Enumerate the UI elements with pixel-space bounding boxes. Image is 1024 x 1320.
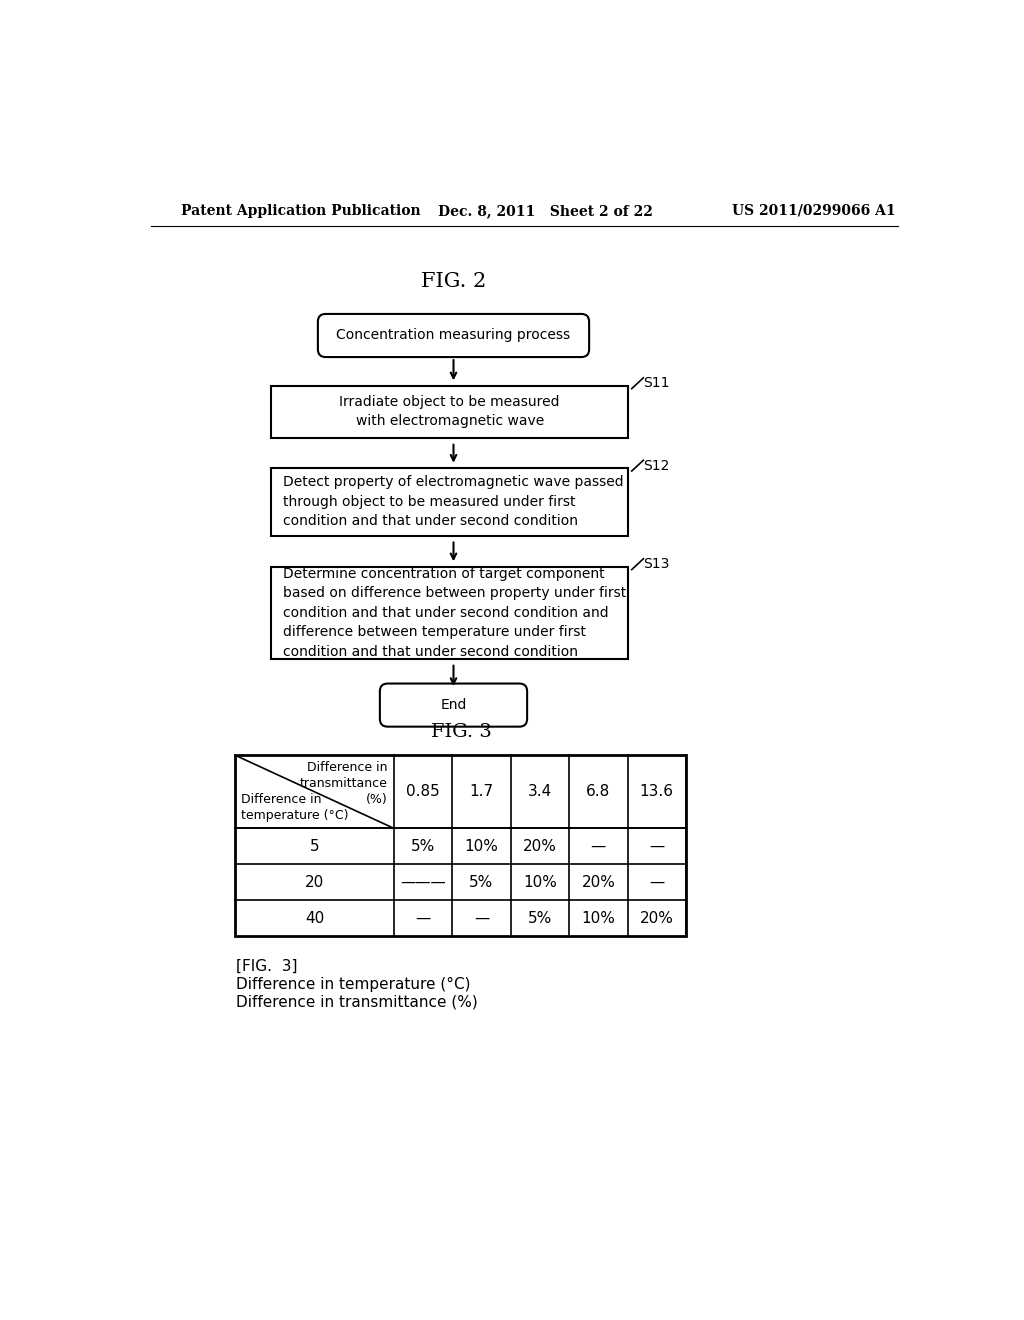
Text: Irradiate object to be measured
with electromagnetic wave: Irradiate object to be measured with ele… [339,395,560,429]
Text: Dec. 8, 2011   Sheet 2 of 22: Dec. 8, 2011 Sheet 2 of 22 [438,203,653,218]
Text: 10%: 10% [582,911,615,925]
Text: —: — [416,911,431,925]
Text: —: — [649,838,665,854]
Bar [271,469,628,536]
Text: S12: S12 [643,459,670,473]
Text: Concentration measuring process: Concentration measuring process [337,329,570,342]
Text: End: End [440,698,467,711]
Text: 3.4: 3.4 [527,784,552,799]
Bar [234,755,686,936]
Text: Difference in temperature (°C): Difference in temperature (°C) [237,977,471,991]
Text: 20: 20 [305,875,324,890]
Text: S13: S13 [643,557,670,572]
Text: 5%: 5% [527,911,552,925]
Text: Difference in
transmittance
(%): Difference in transmittance (%) [300,762,388,807]
FancyBboxPatch shape [380,684,527,726]
Text: 10%: 10% [523,875,557,890]
Text: 0.85: 0.85 [407,784,440,799]
Text: 5%: 5% [469,875,494,890]
Bar [271,566,628,659]
Text: [FIG.  3]: [FIG. 3] [237,960,298,974]
Text: Detect property of electromagnetic wave passed
through object to be measured und: Detect property of electromagnetic wave … [283,475,624,528]
Text: 13.6: 13.6 [640,784,674,799]
Text: Difference in
temperature (°C): Difference in temperature (°C) [241,793,348,822]
Text: Determine concentration of target component
based on difference between property: Determine concentration of target compon… [283,566,627,659]
Text: Difference in transmittance (%): Difference in transmittance (%) [237,995,478,1010]
Bar [271,385,628,438]
Text: ———: ——— [400,875,445,890]
Text: FIG. 3: FIG. 3 [431,723,492,741]
Text: FIG. 2: FIG. 2 [421,272,486,292]
Text: —: — [591,838,606,854]
Text: 1.7: 1.7 [469,784,494,799]
Text: 20%: 20% [582,875,615,890]
Text: 10%: 10% [465,838,499,854]
Text: —: — [474,911,489,925]
Text: 5%: 5% [411,838,435,854]
Text: 5: 5 [309,838,319,854]
Text: S11: S11 [643,376,670,391]
Text: US 2011/0299066 A1: US 2011/0299066 A1 [732,203,896,218]
Text: 40: 40 [305,911,324,925]
FancyBboxPatch shape [317,314,589,358]
Text: Patent Application Publication: Patent Application Publication [180,203,420,218]
Text: 20%: 20% [523,838,557,854]
Text: —: — [649,875,665,890]
Text: 6.8: 6.8 [586,784,610,799]
Text: 20%: 20% [640,911,674,925]
